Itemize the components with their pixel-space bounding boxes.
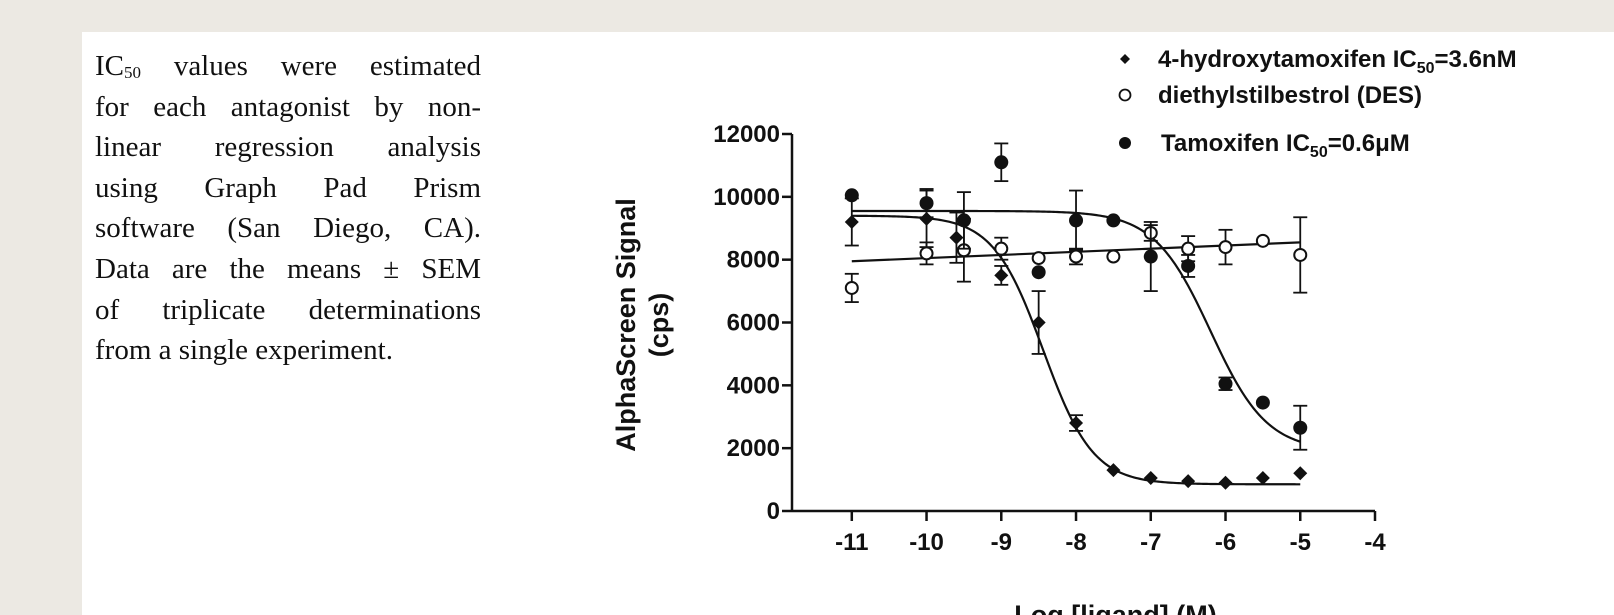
x-tick-label: -7 (1140, 529, 1161, 556)
x-axis-title: Log [ligand] (M) (1014, 600, 1216, 615)
legend-marker (1119, 137, 1131, 149)
data-point (1106, 249, 1121, 264)
y-tick-label: 4000 (727, 372, 780, 399)
dose-response-chart: -11 -10 -9 -8 -7 -6 -5 -4 0 2000 4000 6000 8000 10000… (611, 46, 1517, 615)
x-tick-label: -6 (1215, 529, 1236, 556)
legend-label-value: =3.6nM (1435, 46, 1517, 73)
data-point (919, 211, 934, 226)
legend-item: Tamoxifen IC50=0.6μM (1119, 130, 1410, 161)
data-point (1069, 249, 1084, 264)
caption-line: Data are the means ± SEM (95, 252, 481, 285)
figure-page: IC50 values were estimated for each antag… (82, 32, 1614, 615)
y-axis-title-line: (cps) (644, 293, 674, 358)
caption-line: of triplicate determinations (95, 293, 481, 326)
legend-marker (1120, 54, 1130, 64)
figure-caption: IC50 values were estimated for each antag… (95, 46, 481, 371)
y-tick-label: 6000 (727, 310, 780, 337)
caption-line: using Graph Pad Prism (95, 171, 481, 204)
legend-label-main: 4-hydroxytamoxifen IC (1158, 46, 1417, 73)
data-point (844, 280, 859, 295)
data-point (1255, 471, 1270, 486)
y-tick-label: 10000 (713, 184, 780, 211)
y-tick-label: 0 (767, 498, 780, 525)
legend-label: diethylstilbestrol (DES) (1158, 82, 1422, 109)
data-point (994, 155, 1009, 170)
legend-label-sub: 50 (1310, 144, 1328, 161)
y-tick-label: 8000 (727, 247, 780, 274)
data-point (1293, 466, 1308, 481)
data-point (919, 196, 934, 211)
legend-item: 4-hydroxytamoxifen IC50=3.6nM (1120, 46, 1517, 77)
y-axis-title-line: AlphaScreen Signal (611, 198, 641, 452)
data-point (1069, 213, 1084, 228)
data-point (1218, 240, 1233, 255)
data-point (1031, 265, 1046, 280)
legend-label-main: diethylstilbestrol (DES) (1158, 82, 1422, 109)
data-point (956, 213, 971, 228)
x-tick-label: -4 (1364, 529, 1386, 556)
data-point (1031, 251, 1046, 266)
caption-line: for each antagonist by non- (95, 90, 481, 123)
data-point (1255, 233, 1270, 248)
caption-line: linear regression analysis (95, 131, 481, 164)
data-point (844, 188, 859, 203)
data-point (1293, 247, 1308, 262)
data-point (1106, 463, 1121, 478)
caption-line: IC50 values were estimated (95, 50, 481, 82)
legend-label-main: Tamoxifen IC (1161, 130, 1310, 157)
legend-label: 4-hydroxytamoxifen IC50=3.6nM (1158, 46, 1517, 77)
data-point (994, 241, 1009, 256)
series-2 (844, 142, 1308, 451)
y-axis-title: AlphaScreen Signal (cps) (611, 198, 674, 452)
x-tick-label: -8 (1065, 529, 1086, 556)
x-tick-label: -9 (991, 529, 1012, 556)
legend: 4-hydroxytamoxifen IC50=3.6nMdiethylstil… (1118, 46, 1517, 161)
data-point (919, 246, 934, 261)
data-point (1069, 416, 1084, 431)
caption-line: software (San Diego, CA). (95, 212, 481, 245)
x-tick-label: -10 (909, 529, 944, 556)
data-point (1255, 395, 1270, 410)
x-tick-label: -5 (1290, 529, 1311, 556)
data-point (1181, 241, 1196, 256)
data-point (1181, 258, 1196, 273)
legend-label-value: =0.6μM (1328, 130, 1410, 157)
legend-label-sub: 50 (1417, 60, 1435, 77)
data-point (1143, 471, 1158, 486)
data-point (1293, 420, 1308, 435)
data-point (1218, 376, 1233, 391)
data-point (1218, 475, 1233, 490)
y-tick-label: 12000 (713, 121, 780, 148)
data-point (1031, 315, 1046, 330)
data-point (1181, 474, 1196, 489)
data-point (949, 230, 964, 245)
legend-item: diethylstilbestrol (DES) (1118, 82, 1422, 109)
data-point (994, 268, 1009, 283)
data-point (1143, 249, 1158, 264)
legend-label: Tamoxifen IC50=0.6μM (1161, 130, 1410, 161)
legend-marker (1118, 88, 1132, 102)
data-point (844, 214, 859, 229)
data-point (1106, 213, 1121, 228)
series-1 (844, 216, 1308, 303)
x-tick-label: -11 (835, 529, 868, 556)
y-tick-label: 2000 (727, 435, 780, 462)
caption-line: from a single experiment. (95, 334, 393, 367)
